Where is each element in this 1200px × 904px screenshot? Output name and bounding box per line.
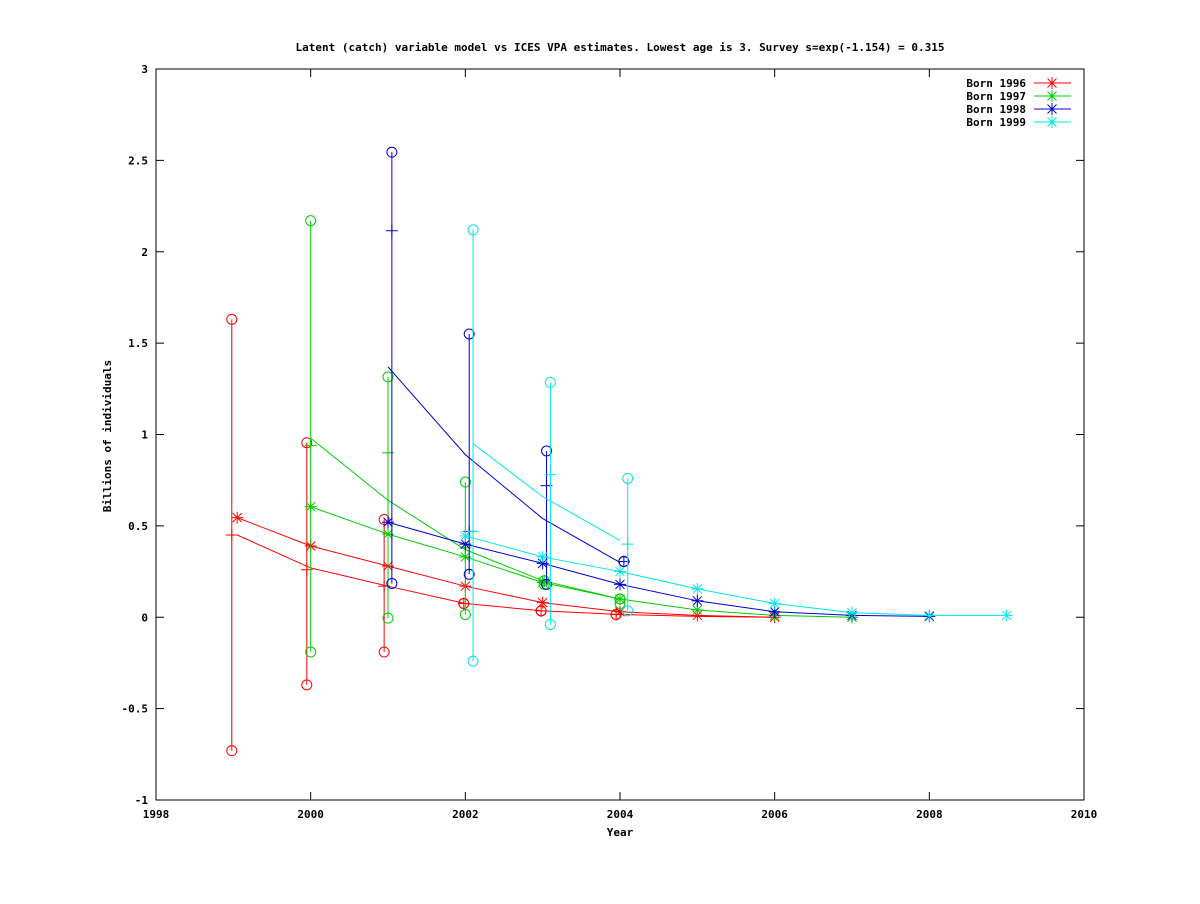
survey-low-point xyxy=(467,655,479,667)
y-tick-label: -0.5 xyxy=(122,703,149,716)
survey-low-point xyxy=(386,577,398,589)
survey-low-point xyxy=(378,646,390,658)
x-tick-label: 1998 xyxy=(143,808,170,821)
survey-low-point xyxy=(622,605,634,617)
y-tick-label: 2.5 xyxy=(128,154,148,167)
survey-high-point xyxy=(386,146,398,158)
survey-high-point xyxy=(378,513,390,525)
legend-marker xyxy=(1046,77,1058,89)
vpa-star-point xyxy=(382,516,394,529)
y-tick-label: 3 xyxy=(141,63,148,76)
survey-estimate-point xyxy=(457,597,470,610)
survey-low-point xyxy=(226,745,238,757)
survey-estimate-point xyxy=(538,574,551,587)
y-tick-label: -1 xyxy=(135,794,149,807)
vpa-star-point xyxy=(768,597,781,610)
chart-title: Latent (catch) variable model vs ICES VP… xyxy=(295,41,944,54)
survey-high-point xyxy=(541,445,553,457)
vpa-star-point xyxy=(231,511,244,524)
survey-estimate-point xyxy=(544,468,557,481)
survey-low-point xyxy=(541,578,553,590)
survey-high-point xyxy=(226,313,238,325)
x-tick-label: 2004 xyxy=(607,808,634,821)
legend-label: Born 1999 xyxy=(966,116,1026,129)
x-tick-label: 2010 xyxy=(1071,808,1098,821)
survey-low-point xyxy=(544,619,556,631)
survey-low-point xyxy=(301,679,313,691)
survey-estimate-point xyxy=(225,529,238,542)
survey-estimate-point xyxy=(621,538,634,551)
x-tick-label: 2008 xyxy=(916,808,943,821)
vpa-star-point xyxy=(614,578,626,591)
x-axis-label: Year xyxy=(607,826,634,839)
survey-estimate-point xyxy=(385,224,398,237)
vpa-star-point xyxy=(1000,609,1013,622)
vpa-star-point xyxy=(691,594,704,607)
x-tick-label: 2000 xyxy=(297,808,324,821)
vpa-star-point xyxy=(846,606,858,619)
vpa-star-point xyxy=(614,565,626,578)
y-tick-label: 0.5 xyxy=(128,520,148,533)
vpa-star-point xyxy=(691,582,704,595)
y-tick-label: 1 xyxy=(141,429,148,442)
model-line xyxy=(236,534,775,618)
survey-low-point xyxy=(463,568,475,580)
survey-high-point xyxy=(305,215,317,227)
vpa-line xyxy=(237,517,775,618)
legend-label: Born 1998 xyxy=(966,103,1026,116)
vpa-star-point xyxy=(923,609,936,622)
survey-estimate-point xyxy=(610,608,623,621)
survey-estimate-point xyxy=(535,604,548,617)
survey-estimate-point xyxy=(467,525,480,538)
vpa-star-point xyxy=(768,605,781,618)
y-tick-label: 2 xyxy=(141,246,148,259)
survey-high-point xyxy=(463,328,475,340)
series-1 xyxy=(225,313,781,757)
legend-label: Born 1996 xyxy=(966,77,1026,90)
survey-high-point xyxy=(459,476,471,488)
legend-marker xyxy=(1046,90,1058,102)
model-line xyxy=(387,366,621,563)
vpa-line xyxy=(387,521,930,617)
x-tick-label: 2002 xyxy=(452,808,479,821)
vpa-star-point xyxy=(536,550,549,563)
survey-high-point xyxy=(622,472,634,484)
x-tick-label: 2006 xyxy=(761,808,788,821)
survey-high-point xyxy=(382,371,394,383)
survey-low-point xyxy=(382,612,394,624)
legend-marker xyxy=(1046,103,1058,115)
survey-high-point xyxy=(544,376,556,388)
series-4 xyxy=(459,224,1013,667)
survey-high-point xyxy=(467,224,479,236)
series-3 xyxy=(382,146,936,623)
legend-marker xyxy=(1046,116,1058,128)
survey-low-point xyxy=(305,646,317,658)
y-tick-label: 1.5 xyxy=(128,337,148,350)
model-line xyxy=(472,443,621,541)
y-axis-label: Billions of individuals xyxy=(101,360,114,512)
data-layer xyxy=(225,146,1013,757)
series-2 xyxy=(304,215,858,658)
vpa-line xyxy=(310,506,853,618)
vpa-line xyxy=(465,535,1007,616)
vpa-star-point xyxy=(459,529,472,542)
survey-estimate-point xyxy=(304,439,317,452)
legend-label: Born 1997 xyxy=(966,90,1026,103)
survey-estimate-point xyxy=(614,592,626,605)
axis-ticks: 1998 2000 2002 2004 2006 2008 2010 -1 -0.5 0 0.5 1 1… xyxy=(122,63,1098,821)
y-tick-label: 0 xyxy=(141,611,148,624)
survey-high-point xyxy=(301,437,313,449)
survey-low-point xyxy=(459,609,471,621)
plot-frame xyxy=(155,68,1085,801)
